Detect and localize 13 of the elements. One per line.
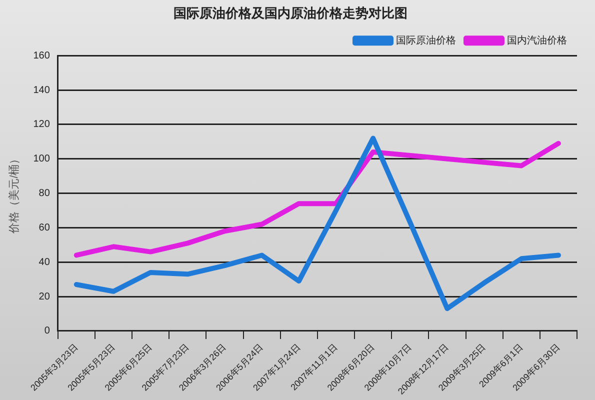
y-tick-label: 0	[44, 326, 50, 337]
y-tick-label: 40	[38, 256, 50, 268]
chart-title: 国际原油价格及国内原油价格走势对比图	[174, 5, 408, 20]
y-tick-label: 100	[33, 154, 50, 165]
legend-label: 国际原油价格	[396, 34, 456, 46]
legend-label: 国内汽油价格	[507, 34, 567, 46]
y-tick-label: 140	[33, 84, 50, 96]
y-tick-label: 80	[38, 188, 50, 200]
y-tick-label: 120	[33, 119, 50, 130]
y-tick-label: 160	[33, 50, 50, 62]
y-tick-label: 20	[38, 291, 50, 302]
y-tick-label: 60	[38, 222, 50, 234]
y-axis-title: 价格（美元/桶）	[8, 153, 21, 234]
